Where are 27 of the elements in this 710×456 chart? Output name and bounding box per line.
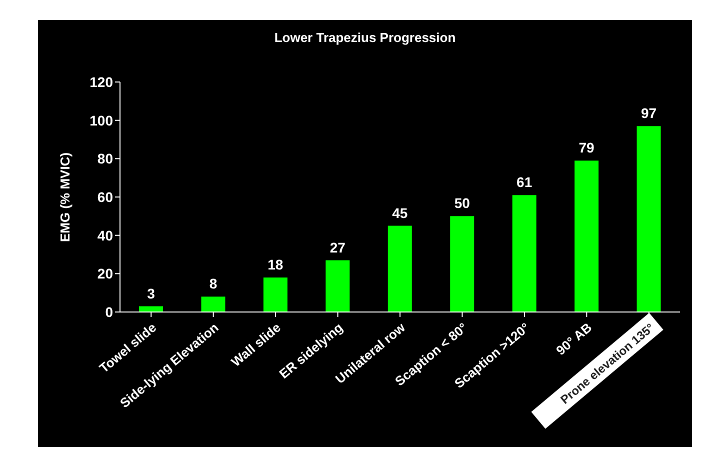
data-label: 97 bbox=[640, 105, 657, 122]
data-label: 8 bbox=[209, 276, 218, 292]
y-tick-label: 40 bbox=[97, 227, 114, 244]
bar bbox=[574, 160, 599, 312]
data-label: 18 bbox=[268, 256, 284, 272]
y-tick-label: 80 bbox=[97, 150, 114, 167]
chart-title: Lower Trapezius Progression bbox=[273, 30, 457, 45]
data-label: 61 bbox=[516, 174, 532, 190]
bar bbox=[201, 296, 226, 312]
y-axis-title: EMG (% MVIC) bbox=[58, 152, 73, 242]
bar bbox=[388, 226, 412, 312]
data-label: 27 bbox=[330, 239, 346, 256]
data-label: 50 bbox=[454, 195, 470, 212]
bar bbox=[450, 216, 474, 312]
data-label: 45 bbox=[392, 204, 408, 221]
bar bbox=[263, 278, 288, 312]
data-label: 3 bbox=[147, 285, 156, 302]
data-label: 79 bbox=[578, 140, 595, 156]
bar bbox=[326, 260, 350, 312]
bar bbox=[636, 126, 661, 312]
x-tick-label: 90° AB bbox=[553, 320, 595, 358]
y-tick-label: 60 bbox=[97, 188, 114, 205]
y-tick-label: 0 bbox=[105, 304, 114, 320]
y-tick-label: 120 bbox=[90, 74, 114, 90]
y-tick-label: 100 bbox=[90, 112, 114, 128]
y-tick-label: 20 bbox=[97, 266, 114, 282]
bar bbox=[512, 195, 536, 312]
